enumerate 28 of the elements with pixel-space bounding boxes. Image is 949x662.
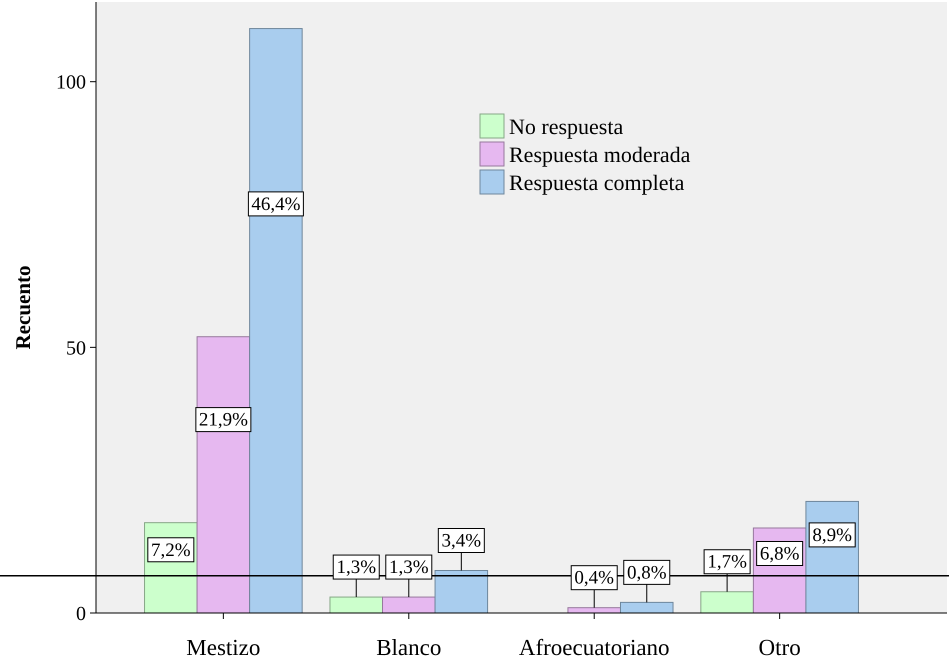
- annotation: 1,7%: [707, 552, 748, 573]
- annotation: 0,4%: [574, 568, 614, 589]
- annotation: 1,3%: [336, 557, 376, 578]
- x-tick-label: Blanco: [376, 635, 442, 660]
- bar: [382, 596, 436, 614]
- annotation: 7,2%: [151, 540, 191, 561]
- annotation: 1,3%: [388, 557, 429, 578]
- bar: [700, 591, 754, 614]
- bar: [434, 570, 488, 614]
- bar: [249, 28, 303, 614]
- bar: [620, 602, 674, 614]
- y-axis-title: Recuento: [11, 266, 35, 350]
- legend-label: Respuesta moderada: [509, 142, 691, 167]
- annotation: 46,4%: [251, 194, 301, 215]
- annotation: 8,9%: [812, 524, 852, 546]
- legend-label: No respuesta: [509, 114, 624, 139]
- legend-label: Respuesta completa: [509, 170, 685, 195]
- y-tick-label: 50: [66, 337, 86, 360]
- annotation: 6,8%: [760, 543, 800, 564]
- annotation: 21,9%: [198, 410, 248, 431]
- annotation: 0,8%: [626, 562, 667, 584]
- bar: [329, 596, 384, 614]
- annotation: 3,4%: [442, 530, 482, 552]
- y-tick-label: 0: [76, 603, 86, 625]
- x-tick-label: Otro: [758, 635, 801, 660]
- x-tick-label: Afroecuatoriano: [518, 635, 670, 660]
- y-tick-label: 100: [56, 72, 86, 94]
- x-tick-label: Mestizo: [186, 635, 260, 660]
